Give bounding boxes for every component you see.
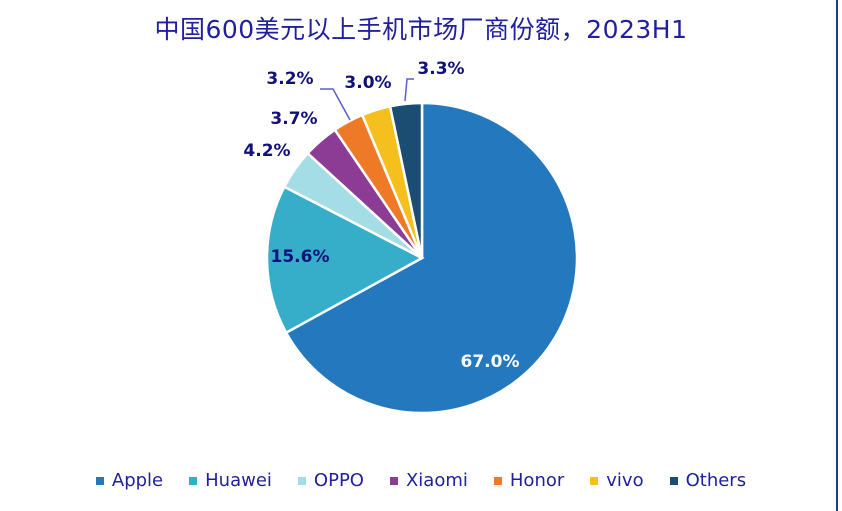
pie-slice-others [388, 101, 424, 259]
legend-swatch [189, 476, 198, 485]
legend-swatch [493, 476, 502, 485]
legend-item-xiaomi: Xiaomi [389, 470, 468, 491]
legend-item-oppo: OPPO [297, 470, 364, 491]
legend-item-others: Others [669, 470, 747, 491]
data-label-huawei: 15.6% [271, 247, 330, 267]
data-label-apple: 67.0% [461, 352, 520, 372]
legend-label: Huawei [205, 470, 272, 491]
legend-swatch [95, 476, 104, 485]
data-label-others: 3.3% [417, 59, 464, 79]
legend-item-apple: Apple [95, 470, 164, 491]
legend-swatch [297, 476, 306, 485]
pie-chart: 67.0% 15.6% 4.2% 3.7% 3.2% 3.0% 3.3% [243, 59, 579, 415]
legend-swatch [590, 476, 599, 485]
data-label-vivo: 3.0% [344, 73, 391, 93]
leader-line-honor [320, 88, 351, 121]
chart-title: 中国600美元以上手机市场厂商份额，2023H1 [154, 15, 688, 44]
legend-label: Others [685, 470, 747, 491]
pie-slice-huawei [265, 185, 425, 335]
legend: Apple Huawei OPPO Xiaomi Honor vivo Others [0, 470, 842, 491]
legend-label: Honor [509, 470, 565, 491]
pie-slice-apple [284, 101, 579, 415]
data-label-honor: 3.2% [266, 69, 313, 89]
legend-label: vivo [606, 470, 644, 491]
legend-label: Apple [111, 470, 164, 491]
data-label-xiaomi: 3.7% [270, 109, 317, 129]
legend-swatch [389, 476, 398, 485]
leader-line-others [404, 78, 414, 102]
legend-swatch [669, 476, 678, 485]
legend-item-vivo: vivo [590, 470, 644, 491]
legend-label: OPPO [313, 470, 364, 491]
legend-label: Xiaomi [405, 470, 468, 491]
data-label-oppo: 4.2% [243, 141, 290, 161]
legend-item-honor: Honor [493, 470, 565, 491]
legend-item-huawei: Huawei [189, 470, 272, 491]
